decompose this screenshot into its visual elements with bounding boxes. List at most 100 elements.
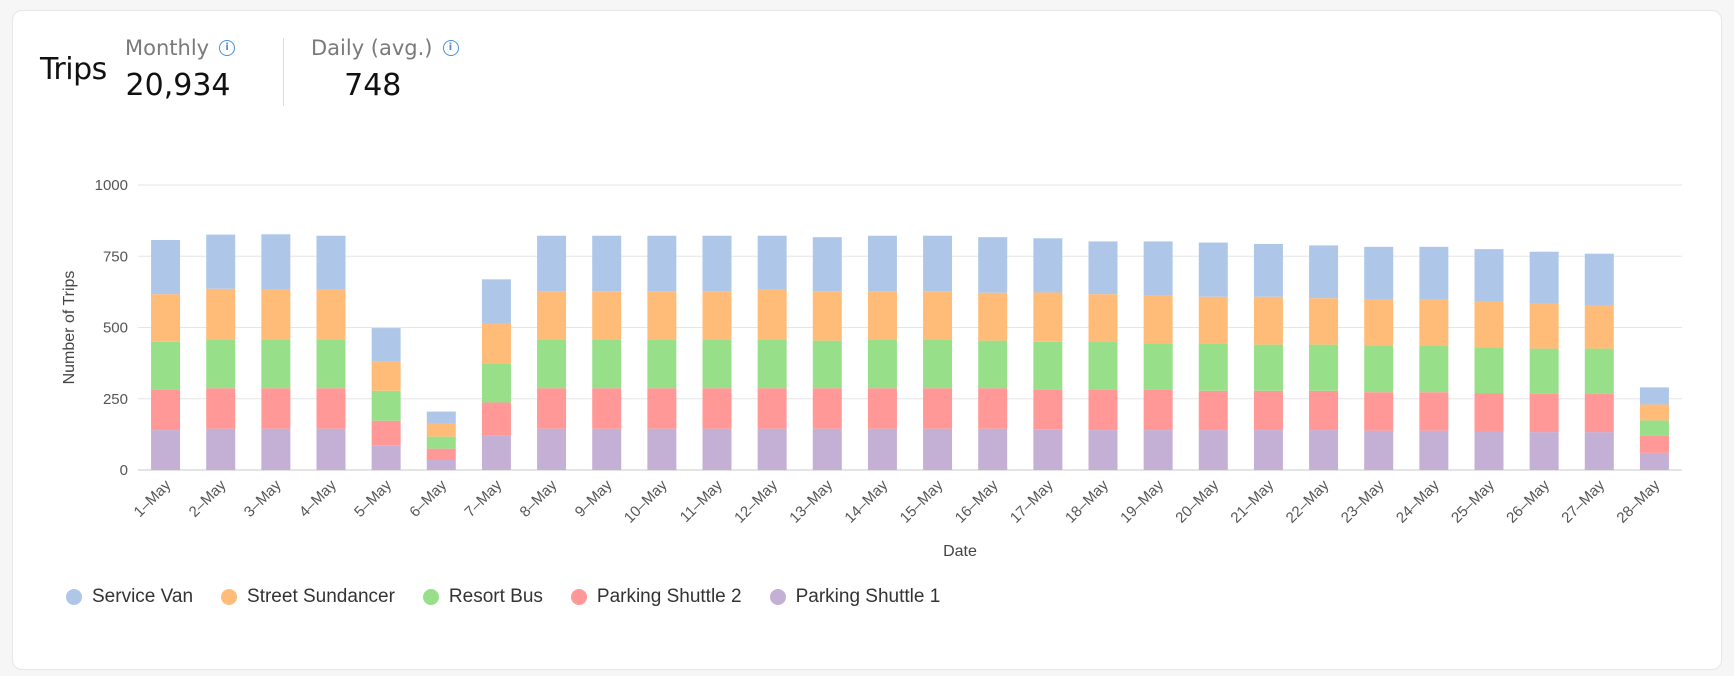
bar-segment [1033, 389, 1063, 430]
x-tick-label: 2–May [186, 476, 230, 520]
x-tick-label: 28–May [1613, 476, 1663, 526]
bar-segment [206, 428, 236, 470]
bar-segment [1033, 341, 1063, 390]
bar-segment [1198, 430, 1228, 470]
bar-segment [867, 339, 897, 389]
bar-segment [757, 428, 787, 470]
bar-segment [316, 428, 346, 470]
bar-segment [1639, 435, 1669, 453]
bar-segment [1474, 347, 1504, 394]
bar-segment [1639, 420, 1669, 436]
bar-segment [481, 435, 511, 470]
x-tick-label: 5–May [351, 476, 395, 520]
bar-segment [1253, 344, 1283, 391]
bar-segment [923, 235, 953, 292]
y-tick-label: 500 [103, 320, 128, 337]
x-tick-label: 27–May [1558, 476, 1608, 526]
bar-segment [371, 361, 401, 391]
bar-segment [481, 402, 511, 436]
bar-segment [867, 291, 897, 340]
bar-segment [316, 289, 346, 340]
info-icon[interactable]: i [442, 40, 459, 56]
bar-segment [316, 388, 346, 429]
bar-segment [151, 294, 181, 342]
bar-segment [261, 234, 291, 290]
x-tick-label: 16–May [952, 476, 1002, 526]
bar-segment [316, 339, 346, 389]
x-tick-label: 14–May [841, 476, 891, 526]
daily-stat: Daily (avg.) i 748 [311, 36, 459, 103]
legend-swatch [66, 589, 82, 605]
y-tick-label: 750 [103, 248, 128, 265]
x-tick-label: 4–May [296, 476, 340, 520]
bar-segment [1584, 348, 1614, 394]
bar-segment [1419, 430, 1449, 470]
bar-segment [1309, 344, 1339, 391]
bar-segment [206, 288, 236, 340]
bar-segment [978, 340, 1008, 389]
bar-segment [757, 289, 787, 340]
bar-segment [647, 428, 677, 470]
bar-segment [206, 234, 236, 289]
legend-item[interactable]: Street Sundancer [221, 586, 395, 608]
monthly-stat: Monthly i 20,934 [125, 36, 236, 103]
bar-segment [978, 292, 1008, 341]
info-icon[interactable]: i [219, 40, 236, 56]
y-tick-label: 0 [120, 462, 128, 479]
bar-segment [151, 341, 181, 390]
legend-item[interactable]: Parking Shuttle 2 [570, 586, 742, 608]
legend-label: Street Sundancer [247, 586, 395, 607]
legend-swatch [570, 589, 587, 605]
legend-item[interactable]: Parking Shuttle 1 [769, 586, 941, 608]
bar-segment [1088, 389, 1118, 431]
bar-segment [592, 388, 622, 429]
legend-swatch [221, 589, 238, 605]
bar-segment [1033, 429, 1063, 470]
bar-segment [757, 388, 787, 429]
bar-segment [371, 445, 401, 470]
bar-segment [702, 339, 732, 389]
bar-segment [261, 428, 291, 470]
x-axis-label: Date [943, 543, 977, 560]
bar-segment [151, 240, 181, 295]
bar-segment [426, 436, 456, 449]
bar-segment [1584, 432, 1614, 470]
bar-segment [1253, 296, 1283, 345]
legend-item[interactable]: Service Van [66, 586, 193, 608]
bar-segment [867, 235, 897, 292]
y-tick-label: 1000 [95, 177, 128, 194]
daily-value: 748 [344, 68, 402, 103]
bar-segment [261, 289, 291, 340]
bar-segment [647, 291, 677, 340]
bar-segment [1309, 390, 1339, 431]
x-tick-label: 11–May [677, 476, 726, 525]
bar-segment [151, 389, 181, 431]
bar-segment [1143, 295, 1173, 344]
bar-segment [426, 460, 456, 470]
bar-segment [1584, 304, 1614, 349]
bar-segment [1474, 431, 1504, 470]
legend-swatch [769, 589, 786, 605]
x-tick-label: 6–May [406, 476, 450, 520]
legend-item[interactable]: Resort Bus [422, 586, 543, 608]
monthly-value: 20,934 [125, 68, 231, 103]
stat-divider [283, 38, 284, 106]
legend-label: Resort Bus [448, 586, 543, 607]
bar-segment [647, 339, 677, 389]
bar-segment [1033, 238, 1063, 293]
bar-segment [592, 428, 622, 470]
x-tick-label: 10–May [621, 476, 671, 526]
bar-segment [1198, 242, 1228, 297]
bar-segment [1474, 300, 1504, 348]
chart-legend: Service Van Street Sundancer Resort Bus Par… [66, 586, 940, 608]
x-tick-label: 9–May [572, 476, 616, 520]
x-tick-label: 20–May [1172, 476, 1222, 526]
bar-segment [1364, 346, 1394, 393]
bar-segment [1639, 452, 1669, 470]
bar-segment [757, 235, 787, 290]
bar-segment [1088, 294, 1118, 343]
legend-label: Parking Shuttle 1 [795, 586, 941, 607]
bar-segment [371, 420, 401, 446]
bar-segment [1253, 390, 1283, 431]
x-tick-label: 12–May [731, 476, 781, 526]
